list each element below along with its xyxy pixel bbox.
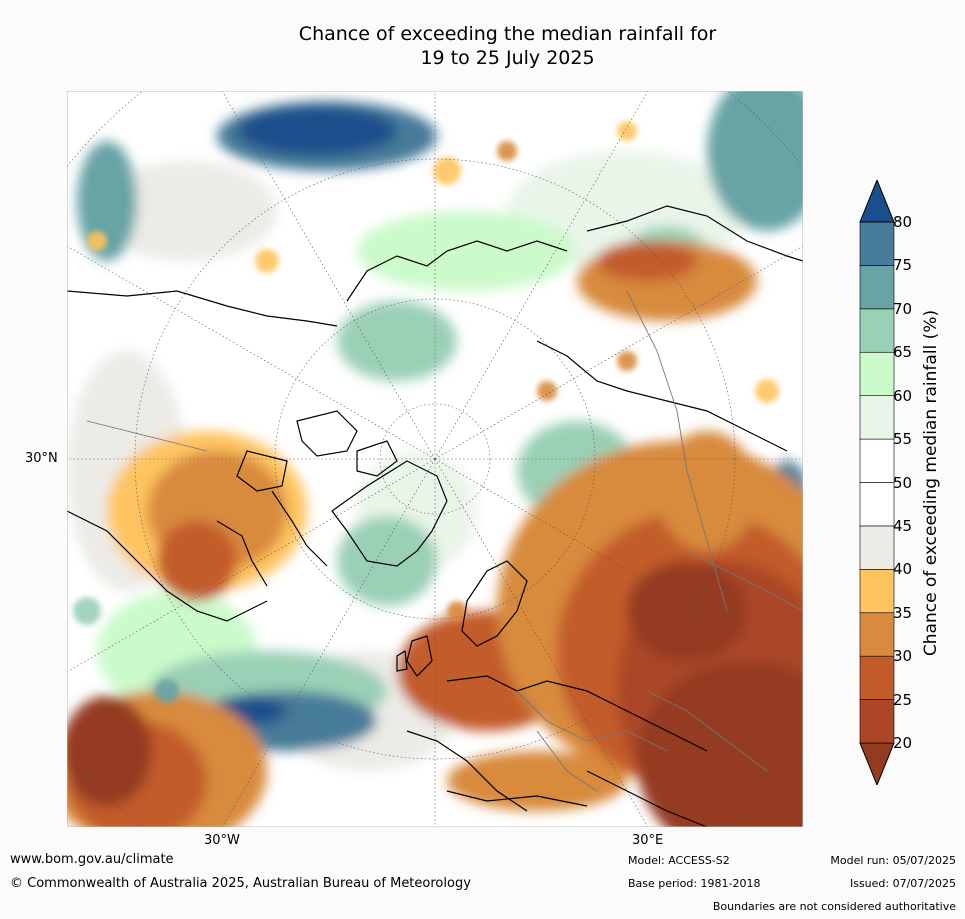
colorbar bbox=[859, 180, 895, 785]
probability-field bbox=[67, 91, 803, 827]
colorbar-segment bbox=[859, 482, 895, 527]
colorbar-title: Chance of exceeding median rainfall (%) bbox=[921, 309, 941, 657]
colorbar-segment bbox=[859, 612, 895, 657]
footer-issued: Issued: 07/07/2025 bbox=[849, 877, 956, 890]
footer-base-period: Base period: 1981-2018 bbox=[628, 877, 761, 890]
colorbar-segment bbox=[859, 221, 895, 266]
colorbar-tick-label: 25 bbox=[893, 690, 913, 709]
colorbar-tick-label: 55 bbox=[893, 430, 913, 449]
coastlines bbox=[67, 205, 803, 827]
colorbar-segment bbox=[859, 699, 895, 744]
colorbar-tick-label: 35 bbox=[893, 603, 913, 622]
graticule bbox=[67, 91, 803, 827]
colorbar-tick-label: 70 bbox=[893, 299, 913, 318]
colorbar-tick-label: 50 bbox=[893, 473, 913, 492]
colorbar-tick-label: 75 bbox=[893, 256, 913, 275]
colorbar-segment bbox=[859, 308, 895, 353]
colorbar-segment bbox=[859, 655, 895, 700]
lat-label-30N: 30°N bbox=[25, 451, 58, 466]
lon-label-30E: 30°E bbox=[632, 833, 664, 848]
footer-copyright: © Commonwealth of Australia 2025, Austra… bbox=[10, 876, 471, 891]
colorbar-tick-label: 65 bbox=[893, 343, 913, 362]
colorbar-segment bbox=[859, 265, 895, 310]
colorbar-tick-label: 60 bbox=[893, 386, 913, 405]
colorbar-tick-label: 40 bbox=[893, 560, 913, 579]
colorbar-tick-label: 30 bbox=[893, 647, 913, 666]
colorbar-segment bbox=[859, 525, 895, 570]
rainfall-probability-map bbox=[67, 91, 803, 827]
colorbar-tick-label: 45 bbox=[893, 516, 913, 535]
colorbar-segment bbox=[859, 395, 895, 440]
footer-disclaimer: Boundaries are not considered authoritat… bbox=[712, 900, 956, 913]
colorbar-extend-low bbox=[859, 742, 895, 785]
lon-label-30W: 30°W bbox=[204, 833, 240, 848]
colorbar-extend-high bbox=[859, 180, 895, 223]
colorbar-segment bbox=[859, 351, 895, 396]
colorbar-tick-label: 20 bbox=[893, 734, 913, 752]
map-title-line-1: Chance of exceeding the median rainfall … bbox=[298, 23, 717, 45]
colorbar-segment bbox=[859, 569, 895, 614]
footer-model: Model: ACCESS-S2 bbox=[628, 854, 730, 867]
footer-url: www.bom.gov.au/climate bbox=[10, 852, 174, 867]
map-title-line-2: 19 to 25 July 2025 bbox=[420, 47, 595, 69]
footer-model-run: Model run: 05/07/2025 bbox=[830, 854, 956, 867]
colorbar-segment bbox=[859, 438, 895, 483]
colorbar-tick-label: 80 bbox=[893, 213, 913, 231]
country-borders bbox=[86, 290, 803, 792]
